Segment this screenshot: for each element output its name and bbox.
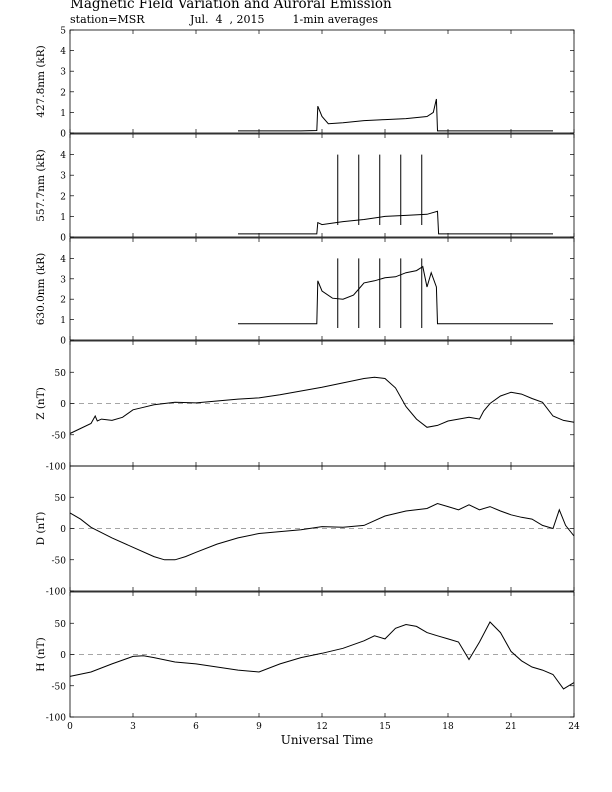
series-line [69, 621, 575, 690]
y-tick-label: -100 [46, 463, 66, 473]
y-tick-label: 2 [60, 296, 66, 306]
panel-4: -100 -50 0 50 Z (nT) [35, 340, 575, 473]
x-tick-label: 24 [568, 722, 580, 732]
y-tick-label: -100 [46, 588, 66, 598]
series-line [69, 376, 575, 434]
y-tick-label: 2 [60, 192, 66, 202]
y-tick-label: -50 [52, 431, 67, 441]
panel-frame [69, 133, 575, 238]
y-tick-label: 2 [60, 88, 66, 98]
y-axis-label: Z (nT) [35, 387, 47, 420]
series-line [238, 210, 553, 235]
y-axis-label: H (nT) [35, 637, 47, 671]
x-tick-label: 15 [379, 722, 391, 732]
y-tick-label: 1 [60, 213, 66, 223]
y-axis-label: 630.0nm (kR) [35, 253, 47, 326]
x-tick-label: 0 [67, 722, 73, 732]
y-tick-label: 4 [60, 151, 66, 161]
series-line [238, 265, 553, 325]
panel-6: -100 -50 0 50 H (nT) [35, 591, 575, 724]
y-tick-label: 5 [60, 27, 66, 37]
panel-5: -100 -50 0 50 D (nT) [35, 465, 575, 598]
y-axis-label: 427.8nm (kR) [35, 45, 47, 118]
y-tick-label: 0 [60, 130, 66, 140]
panel-frame [69, 29, 575, 134]
y-tick-label: -50 [52, 682, 67, 692]
y-axis-label: 557.7nm (kR) [35, 149, 47, 222]
station-label: station=MSR [70, 13, 145, 26]
y-tick-label: 50 [55, 494, 67, 504]
y-tick-label: 1 [60, 316, 66, 326]
date-label: Jul. 4 , 2015 [190, 13, 265, 26]
y-tick-label: 0 [60, 234, 66, 244]
y-tick-label: 50 [55, 620, 67, 630]
y-tick-label: 3 [60, 172, 66, 182]
y-tick-label: 0 [60, 400, 66, 410]
y-tick-label: -50 [52, 556, 67, 566]
chart-subtitle: station=MSR Jul. 4 , 2015 1-min averages [70, 13, 378, 26]
x-tick-label: 3 [130, 722, 136, 732]
x-tick-label: 21 [505, 722, 516, 732]
y-tick-label: 3 [60, 275, 66, 285]
x-tick-label: 12 [316, 722, 327, 732]
y-axis-label: D (nT) [35, 512, 47, 546]
panel-3: 0 1 2 3 4 630.0nm (kR) [35, 237, 575, 347]
y-tick-label: 3 [60, 68, 66, 78]
y-tick-label: -100 [46, 714, 66, 724]
y-tick-label: 1 [60, 109, 66, 119]
panel-1: 0 1 2 3 4 5 427.8nm (kR) [35, 27, 575, 140]
x-tick-label: 9 [256, 722, 262, 732]
chart-title: Magnetic Field Variation and Auroral Emi… [70, 0, 392, 12]
x-tick-label: 6 [193, 722, 199, 732]
y-tick-label: 4 [60, 47, 66, 57]
y-tick-label: 0 [60, 651, 66, 661]
y-tick-label: 0 [60, 337, 66, 347]
x-axis-label: Universal Time [281, 733, 374, 747]
averaging-label: 1-min averages [292, 13, 379, 26]
panel-frame [69, 237, 575, 341]
y-tick-label: 4 [60, 255, 66, 265]
series-line [238, 98, 553, 132]
y-tick-label: 50 [55, 369, 67, 379]
y-tick-label: 0 [60, 525, 66, 535]
panel-2: 0 1 2 3 4 557.7nm (kR) [35, 133, 575, 244]
x-tick-label: 18 [442, 722, 454, 732]
series-line [69, 502, 575, 561]
